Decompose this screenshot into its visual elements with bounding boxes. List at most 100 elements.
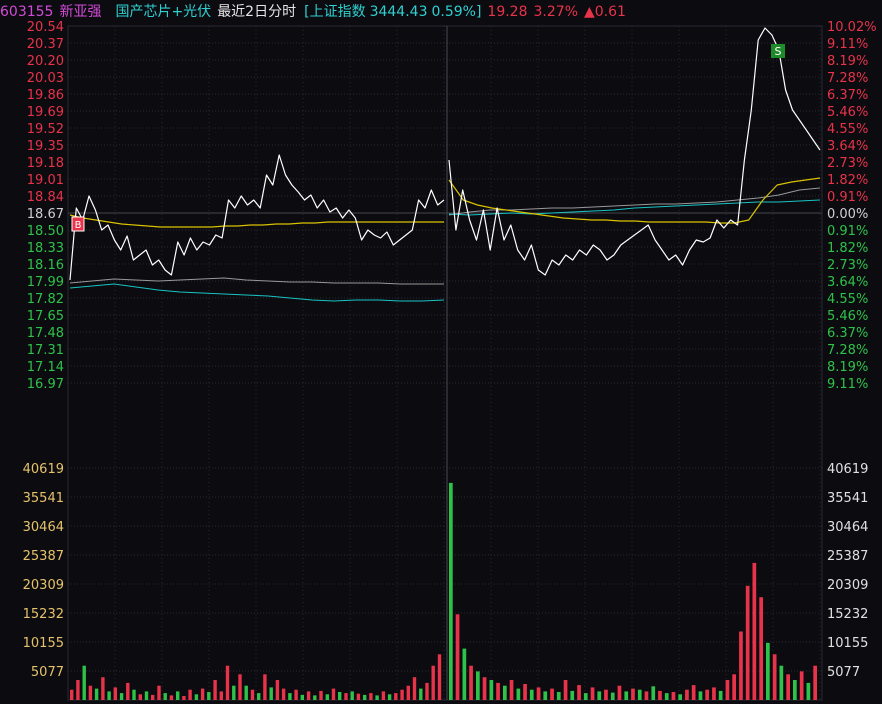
volume-tick-label-right: 30464 [827,520,868,535]
volume-bar [437,654,442,700]
price-tick-label: 19.18 [27,156,64,171]
price-line-day1 [69,154,445,281]
volume-bar [400,689,404,700]
price-tick-label: 19.01 [27,173,64,188]
price-tick-label: 18.16 [27,258,64,273]
volume-tick-label: 5077 [31,665,64,680]
index-gray-line-day1 [69,277,444,285]
percent-tick-label: 5.46% [827,309,868,324]
percent-tick-label: 2.73% [827,156,868,171]
volume-bar [455,614,460,700]
volume-bar [779,665,784,700]
volume-bar [637,689,642,700]
volume-bar [597,691,602,700]
volume-bar [394,693,398,700]
volume-bar [294,689,298,700]
price-tick-label: 19.86 [27,88,64,103]
volume-bar [739,631,743,700]
period-label: 最近2日分时 [217,4,297,20]
index-name[interactable]: [上证指数 [304,4,366,20]
volume-bar [182,696,186,700]
volume-bar [425,682,429,700]
volume-tick-label-right: 25387 [827,549,868,564]
volume-tick-label-right: 35541 [827,491,868,506]
percent-tick-label: 6.37% [827,326,868,341]
volume-bar [577,685,581,700]
price-line-day2 [448,27,821,276]
volume-bar [344,693,348,700]
volume-bar [275,680,280,700]
price-tick-label: 20.20 [27,54,64,69]
sell-marker-label: S [775,45,782,58]
percent-tick-label: 6.37% [827,88,868,103]
price-tick-label: 16.97 [27,377,64,392]
volume-bar [793,680,797,700]
percent-tick-label: 0.91% [827,224,868,239]
volume-bar [225,665,230,700]
stock-code[interactable]: 603155 [0,4,54,20]
volume-tick-label: 25387 [23,549,64,564]
volume-bar [664,693,669,700]
percent-tick-label: 3.64% [827,275,868,290]
volume-bar [651,686,656,700]
volume-tick-label: 10155 [23,636,64,651]
index-cyan-line-day1 [69,283,445,302]
volume-bar [219,691,223,700]
volume-bar [766,642,770,700]
volume-bar [313,695,317,700]
volume-bar [550,688,554,700]
volume-bar [419,688,423,700]
sector-label[interactable]: 国产芯片+光伏 [115,4,212,20]
percent-tick-label: 1.82% [827,173,868,188]
volume-bar [306,691,311,700]
volume-bar [462,648,467,700]
volume-bar [82,665,86,700]
price-tick-label: 17.14 [27,360,64,375]
volume-bar [523,684,527,700]
volume-bar [685,689,689,700]
volume-tick-label-right: 10155 [827,636,868,651]
price-tick-label: 20.03 [27,71,64,86]
volume-bar [570,690,575,700]
volume-bar [813,665,817,700]
volume-bar [449,482,453,700]
volume-bar [431,665,435,700]
volume-bar [126,682,130,700]
volume-bar [70,689,74,700]
percent-tick-label: 4.55% [827,122,868,137]
volume-bar [732,674,736,700]
percent-tick-label: 9.11% [827,37,868,52]
volume-bar [119,693,124,700]
stock-name[interactable]: 新亚强 [59,4,102,20]
volume-tick-label: 20309 [23,578,64,593]
volume-bar [489,680,494,700]
plot-frame [67,25,823,701]
volume-bar [281,688,286,700]
volume-bar [496,682,500,700]
volume-bar [381,691,386,700]
buy-marker-label: B [75,220,82,231]
volume-bar [536,687,541,700]
percent-tick-label: 10.02% [827,20,877,35]
average-price-line-day1 [69,214,444,228]
volume-bar [691,685,696,700]
volume-bar [658,690,662,700]
volume-bar [338,692,342,700]
percent-tick-label: 2.73% [827,258,868,273]
volume-bar [799,671,804,700]
volume-bar [476,671,480,700]
percent-tick-label: 9.11% [827,377,868,392]
volume-bar [375,695,379,700]
volume-tick-label-right: 15232 [827,607,868,622]
volume-bar [200,688,205,700]
volume-bar [250,689,255,700]
price-tick-label: 19.52 [27,122,64,137]
volume-bar [631,688,635,700]
volume-bar [88,685,93,700]
volume-bar [516,688,521,700]
price-tick-label: 17.82 [27,292,64,307]
percent-tick-label: 7.28% [827,343,868,358]
volume-bar [563,680,568,700]
volume-bar [705,689,709,700]
